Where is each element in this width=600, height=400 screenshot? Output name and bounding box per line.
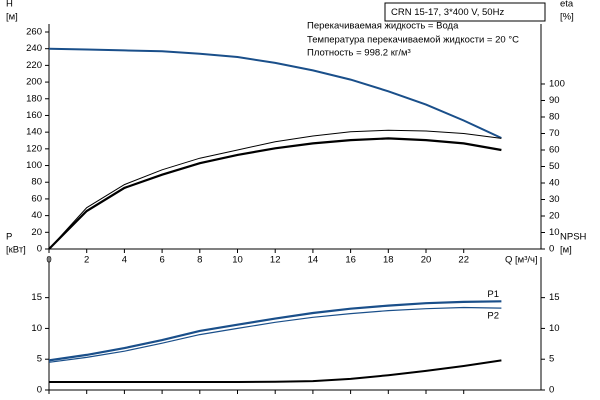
y-tick-label: 180 bbox=[26, 93, 42, 104]
y2-tick-label: 100 bbox=[549, 78, 565, 89]
y2-axis-label: [%] bbox=[560, 12, 574, 23]
y2-tick-label: 10 bbox=[549, 323, 560, 334]
x-tick-label: 2 bbox=[84, 255, 89, 266]
y2-tick-label: 50 bbox=[549, 161, 560, 172]
x-tick-label: 10 bbox=[232, 255, 243, 266]
y2-tick-label: 0 bbox=[549, 244, 554, 255]
y-axis-label: H bbox=[6, 0, 13, 10]
curve-label: P2 bbox=[487, 311, 499, 322]
curve bbox=[48, 47, 502, 139]
y2-axis-label: NPSH bbox=[560, 232, 587, 243]
y-tick-label: 260 bbox=[26, 27, 42, 38]
y2-tick-label: 10 bbox=[549, 227, 560, 238]
y-tick-label: 0 bbox=[37, 385, 42, 396]
y-tick-label: 80 bbox=[31, 177, 42, 188]
y-tick-label: 220 bbox=[26, 60, 42, 71]
x-tick-label: 8 bbox=[197, 255, 202, 266]
curve bbox=[48, 129, 502, 250]
x-axis-label: Q [м³/ч] bbox=[505, 255, 538, 266]
y-tick-label: 240 bbox=[26, 43, 42, 54]
y2-tick-label: 70 bbox=[549, 128, 560, 139]
y-axis-label: P bbox=[6, 232, 12, 243]
y-tick-label: 10 bbox=[31, 323, 42, 334]
y-tick-label: 60 bbox=[31, 193, 42, 204]
title-box bbox=[384, 2, 546, 22]
y2-axis-label: eta bbox=[560, 0, 574, 10]
y2-tick-label: 20 bbox=[549, 211, 560, 222]
curve bbox=[49, 359, 502, 383]
x-tick-label: 14 bbox=[308, 255, 319, 266]
y2-tick-label: 90 bbox=[549, 95, 560, 106]
y-tick-label: 160 bbox=[26, 110, 42, 121]
x-tick-label: 16 bbox=[345, 255, 356, 266]
x-tick-label: 18 bbox=[383, 255, 394, 266]
x-tick-label: 12 bbox=[270, 255, 281, 266]
curve bbox=[48, 137, 502, 250]
y-tick-label: 120 bbox=[26, 143, 42, 154]
y2-tick-label: 15 bbox=[549, 292, 560, 303]
y-tick-label: 40 bbox=[31, 210, 42, 221]
curve bbox=[48, 300, 502, 362]
y2-tick-label: 0 bbox=[549, 385, 554, 396]
y-axis-label: [м] bbox=[6, 12, 18, 23]
y-tick-label: 100 bbox=[26, 160, 42, 171]
chart-title: CRN 15-17, 3*400 V, 50Hz bbox=[391, 7, 504, 18]
y-tick-label: 5 bbox=[37, 354, 42, 365]
y-tick-label: 0 bbox=[37, 244, 42, 255]
y2-tick-label: 80 bbox=[549, 112, 560, 123]
annotation: Плотность = 998.2 кг/м³ bbox=[307, 48, 411, 59]
x-tick-label: 20 bbox=[421, 255, 432, 266]
curve-label: P1 bbox=[487, 289, 499, 300]
y2-tick-label: 30 bbox=[549, 194, 560, 205]
y2-tick-label: 40 bbox=[549, 178, 560, 189]
x-tick-label: 4 bbox=[122, 255, 127, 266]
y-axis-label: [кВт] bbox=[6, 245, 26, 256]
y-tick-label: 15 bbox=[31, 292, 42, 303]
y2-axis-label: [м] bbox=[560, 245, 572, 256]
annotation: Перекачиваемая жидкость = Вода bbox=[307, 21, 459, 32]
y2-tick-label: 60 bbox=[549, 145, 560, 156]
y-tick-label: 20 bbox=[31, 227, 42, 238]
annotation: Температура перекачиваемой жидкости = 20… bbox=[307, 35, 519, 46]
x-tick-label: 6 bbox=[159, 255, 164, 266]
curve bbox=[48, 306, 502, 363]
y-tick-label: 140 bbox=[26, 127, 42, 138]
y-tick-label: 200 bbox=[26, 77, 42, 88]
y2-tick-label: 5 bbox=[549, 354, 554, 365]
x-tick-label: 22 bbox=[458, 255, 469, 266]
